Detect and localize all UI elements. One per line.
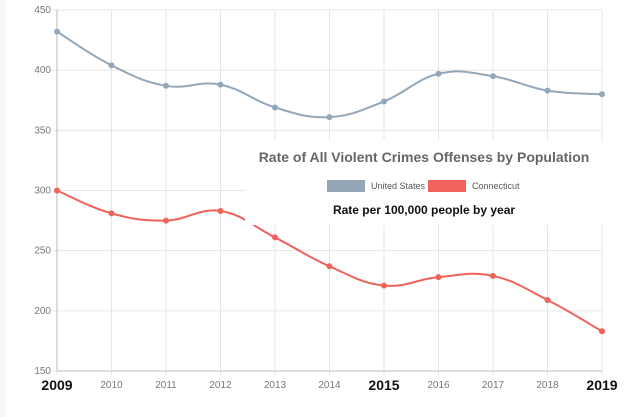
legend-swatch-connecticut	[428, 180, 466, 192]
data-point-united-states	[326, 114, 333, 121]
data-point-connecticut	[435, 274, 442, 281]
data-point-connecticut	[599, 328, 605, 335]
x-tick-label: 2010	[100, 380, 123, 391]
axes: 150 200 250 300 350 400 450 2009 2010 2011 2012 201…	[34, 5, 617, 393]
data-point-united-states	[217, 81, 224, 88]
x-tick-label: 2013	[264, 380, 287, 391]
x-tick-label: 2009	[41, 377, 72, 393]
data-point-connecticut	[490, 272, 496, 279]
line-chart: 150 200 250 300 350 400 450 2009 2010 2011 2012 201…	[34, 5, 617, 393]
data-point-united-states	[490, 73, 496, 80]
x-tick-label: 2019	[586, 377, 617, 393]
legend-swatch-united-states	[327, 180, 365, 192]
data-point-connecticut	[54, 187, 60, 194]
x-tick-label: 2011	[155, 380, 177, 391]
data-point-united-states	[544, 87, 551, 94]
data-point-connecticut	[163, 217, 169, 224]
chart-title: Rate of All Violent Crimes Offenses by P…	[259, 149, 590, 165]
title-backdrop	[245, 140, 605, 225]
data-point-united-states	[54, 28, 60, 35]
data-point-connecticut	[272, 234, 278, 241]
data-point-connecticut	[381, 282, 387, 289]
series-group	[54, 28, 605, 335]
legend-label-united-states: United States	[371, 181, 426, 191]
y-tick-label: 200	[34, 306, 51, 317]
y-tick-label: 250	[34, 246, 51, 257]
legend-label-connecticut: Connecticut	[472, 181, 520, 191]
data-point-united-states	[381, 98, 387, 105]
x-tick-label: 2015	[368, 377, 399, 393]
data-point-united-states	[272, 104, 278, 111]
data-point-connecticut	[544, 297, 551, 304]
y-tick-label: 450	[34, 5, 51, 16]
data-point-united-states	[599, 91, 605, 98]
y-tick-label: 400	[34, 65, 51, 76]
data-point-connecticut	[108, 210, 115, 217]
x-tick-label: 2012	[209, 380, 232, 391]
chart-container: 150 200 250 300 350 400 450 2009 2010 2011 2012 201…	[5, 0, 640, 417]
data-point-united-states	[435, 70, 442, 77]
x-tick-label: 2017	[482, 380, 505, 391]
chart-subtitle: Rate per 100,000 people by year	[333, 203, 515, 217]
data-point-united-states	[163, 82, 169, 89]
x-tick-label: 2016	[427, 380, 450, 391]
data-point-united-states	[108, 62, 115, 69]
y-tick-label: 300	[34, 186, 51, 197]
y-tick-label: 350	[34, 125, 51, 136]
legend: United States Connecticut	[327, 180, 520, 192]
data-point-connecticut	[217, 207, 224, 214]
x-tick-label: 2018	[536, 380, 559, 391]
x-tick-label: 2014	[318, 380, 341, 391]
y-tick-label: 150	[34, 366, 51, 377]
data-point-connecticut	[326, 263, 333, 270]
